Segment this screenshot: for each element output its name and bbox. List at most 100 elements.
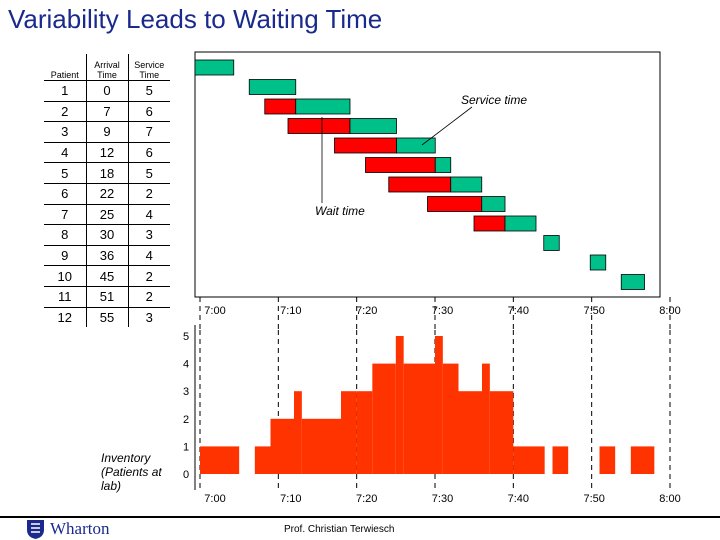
inventory-y-tick-label: 3 (183, 386, 189, 398)
inventory-x-tick-label: 7:20 (356, 493, 377, 505)
patient-cell: 4 (44, 141, 86, 163)
inventory-bar (200, 446, 240, 474)
arrival-cell: 51 (85, 285, 128, 308)
inventory-bar (482, 363, 490, 474)
arrival-cell: 22 (85, 182, 128, 205)
patient-cell: 1 (44, 80, 86, 102)
inventory-bar (403, 363, 435, 474)
service-bar (450, 176, 483, 193)
service-bar (396, 137, 436, 154)
service-bar (248, 79, 297, 95)
service-cell: 3 (127, 224, 170, 246)
arrival-cell: 18 (85, 162, 128, 184)
inventory-caption: Inventory (Patients at lab) (101, 451, 162, 493)
arrival-cell: 55 (85, 306, 128, 328)
inventory-x-tick-label: 7:50 (583, 493, 604, 505)
inventory-y-tick-label: 4 (183, 359, 189, 371)
arrival-cell: 12 (85, 141, 128, 163)
service-bar (543, 235, 560, 251)
arrival-cell: 9 (85, 121, 128, 143)
service-bar (349, 118, 397, 134)
service-bar (481, 196, 506, 212)
inventory-bar (513, 446, 545, 474)
footer-credit: Prof. Christian Terwiesch (284, 524, 395, 535)
service-bar (434, 157, 452, 173)
header-service-time: Service Time (127, 54, 170, 81)
patient-cell: 3 (44, 121, 86, 143)
service-bar (589, 254, 607, 271)
arrival-cell: 30 (85, 224, 128, 246)
gantt-x-tick-label: 7:10 (280, 305, 301, 317)
inventory-bar (395, 336, 404, 474)
patient-cell: 7 (44, 203, 86, 225)
table-row: 5 18 5 (44, 162, 170, 184)
service-cell: 6 (127, 100, 170, 122)
arrival-cell: 36 (85, 244, 128, 266)
inventory-x-tick-label: 8:00 (659, 493, 680, 505)
service-cell: 5 (127, 162, 170, 184)
patient-cell: 10 (44, 265, 86, 287)
header-patient: Patient (50, 70, 79, 80)
service-cell: 6 (127, 141, 170, 163)
inventory-x-tick-label: 7:30 (432, 493, 453, 505)
wharton-logo-text: Wharton (50, 519, 110, 538)
footer-divider (0, 516, 720, 518)
inventory-bar (630, 446, 655, 474)
arrival-cell: 45 (85, 265, 128, 287)
table-row: 9 36 4 (44, 244, 170, 266)
inventory-bar (294, 391, 302, 474)
inventory-bar (372, 363, 396, 474)
inventory-bar (458, 391, 482, 474)
wharton-logo (27, 520, 44, 539)
table-row: 11 51 2 (44, 285, 170, 308)
inventory-y-tick-label: 1 (183, 441, 189, 453)
inventory-bar (254, 446, 271, 474)
inventory-x-tick-label: 7:40 (508, 493, 529, 505)
service-cell: 2 (127, 285, 170, 308)
service-bar (504, 215, 537, 232)
arrival-cell: 7 (85, 100, 128, 122)
inventory-bar (599, 446, 616, 474)
inventory-bar (301, 418, 341, 474)
service-bar (620, 274, 645, 290)
inventory-y-tick-label: 5 (183, 331, 189, 343)
patient-cell: 2 (44, 100, 86, 122)
table-row: 8 30 3 (44, 224, 170, 246)
inventory-bar (356, 391, 373, 474)
gantt-x-tick-label: 7:20 (356, 305, 377, 317)
patient-cell: 6 (44, 182, 86, 205)
wait-time-annotation: Wait time (315, 204, 365, 218)
service-cell: 3 (127, 306, 170, 328)
table-header-row: Patient Arrival Time Service Time (44, 54, 170, 81)
inventory-bar (341, 391, 357, 474)
gantt-x-tick-label: 7:00 (204, 305, 225, 317)
patient-cell: 5 (44, 162, 86, 184)
patient-cell: 9 (44, 244, 86, 266)
inventory-bar (489, 391, 514, 474)
table-row: 7 25 4 (44, 203, 170, 225)
inventory-bar (435, 336, 443, 474)
shield-icon (27, 520, 44, 539)
inventory-y-tick-label: 2 (183, 414, 189, 426)
header-arrival-time: Arrival Time (85, 54, 128, 81)
service-cell: 4 (127, 203, 170, 225)
gantt-x-tick-label: 7:50 (583, 305, 604, 317)
inventory-y-tick-label: 0 (183, 469, 189, 481)
service-time-annotation: Service time (461, 93, 527, 107)
inventory-bar (552, 446, 569, 474)
inventory-bar (442, 363, 459, 474)
inventory-x-tick-label: 7:00 (204, 493, 225, 505)
table-row: 10 45 2 (44, 265, 170, 287)
service-bar (295, 98, 351, 115)
service-cell: 4 (127, 244, 170, 266)
service-cell: 7 (127, 121, 170, 143)
patient-cell: 12 (44, 306, 86, 328)
service-cell: 5 (127, 80, 170, 102)
table-row: 4 12 6 (44, 141, 170, 163)
service-cell: 2 (127, 265, 170, 287)
